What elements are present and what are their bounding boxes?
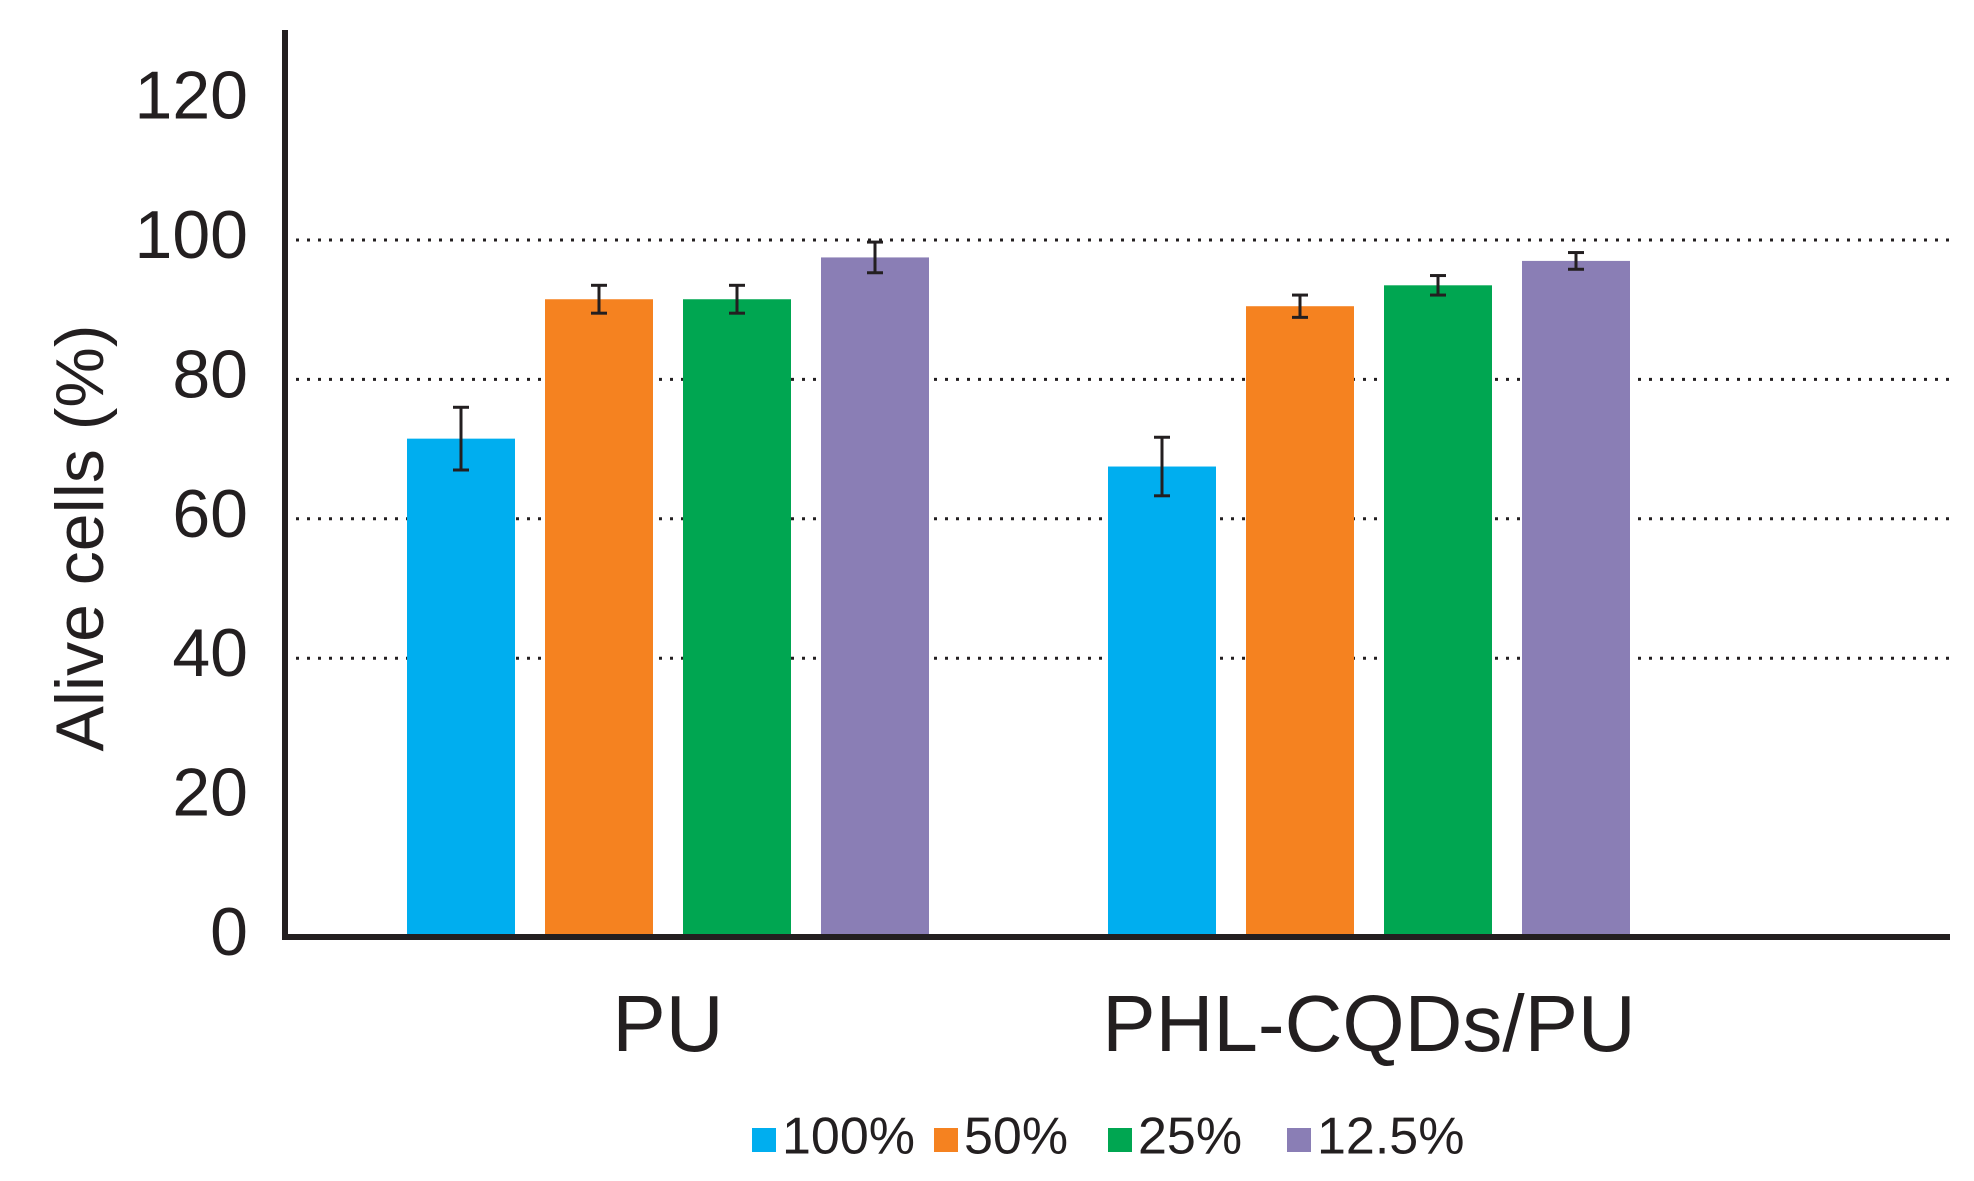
y-tick-label: 0 <box>210 894 248 970</box>
error-bar <box>1292 293 1308 319</box>
y-tick-labels: 0 20 40 60 80 100 120 <box>135 58 248 970</box>
legend: 100% 50% 25% 12.5% <box>752 1108 1464 1166</box>
bar-phl-cqds-pu-25pct <box>1384 285 1492 937</box>
y-tick-label: 20 <box>172 755 248 831</box>
bars <box>407 257 1630 938</box>
legend-swatch <box>1287 1128 1311 1152</box>
legend-item: 50% <box>934 1108 1068 1166</box>
bar-pu-100pct <box>407 438 515 937</box>
error-bar <box>1568 251 1584 271</box>
legend-label: 12.5% <box>1317 1108 1464 1166</box>
bar-pu-12.5pct <box>821 257 929 937</box>
legend-label: 100% <box>782 1108 915 1166</box>
error-bar <box>1154 435 1170 498</box>
legend-item: 12.5% <box>1287 1108 1464 1166</box>
legend-swatch <box>752 1128 776 1152</box>
legend-item: 25% <box>1108 1108 1242 1166</box>
error-bar <box>591 283 607 315</box>
bar-phl-cqds-pu-50pct <box>1246 306 1354 938</box>
category-labels: PU PHL-CQDs/PU <box>612 979 1635 1068</box>
y-tick-label: 80 <box>172 336 248 412</box>
legend-label: 50% <box>964 1108 1068 1166</box>
y-axis-title: Alive cells (%) <box>42 325 118 752</box>
legend-swatch <box>1108 1128 1132 1152</box>
error-bars <box>453 240 1584 498</box>
bar-phl-cqds-pu-12.5pct <box>1522 260 1630 937</box>
bar-pu-50pct <box>545 299 653 937</box>
bar-pu-25pct <box>683 299 791 937</box>
legend-item: 100% <box>752 1108 915 1166</box>
y-tick-label: 40 <box>172 615 248 691</box>
category-label: PU <box>612 979 723 1068</box>
error-bar <box>1430 274 1446 297</box>
category-label: PHL-CQDs/PU <box>1102 979 1635 1068</box>
legend-label: 25% <box>1138 1108 1242 1166</box>
legend-swatch <box>934 1128 958 1152</box>
error-bar <box>867 240 883 275</box>
y-tick-label: 120 <box>135 58 248 134</box>
axes <box>282 30 1950 940</box>
error-bar <box>729 283 745 315</box>
y-tick-label: 100 <box>135 197 248 273</box>
error-bar <box>453 405 469 472</box>
y-tick-label: 60 <box>172 476 248 552</box>
bar-phl-cqds-pu-100pct <box>1108 466 1216 937</box>
